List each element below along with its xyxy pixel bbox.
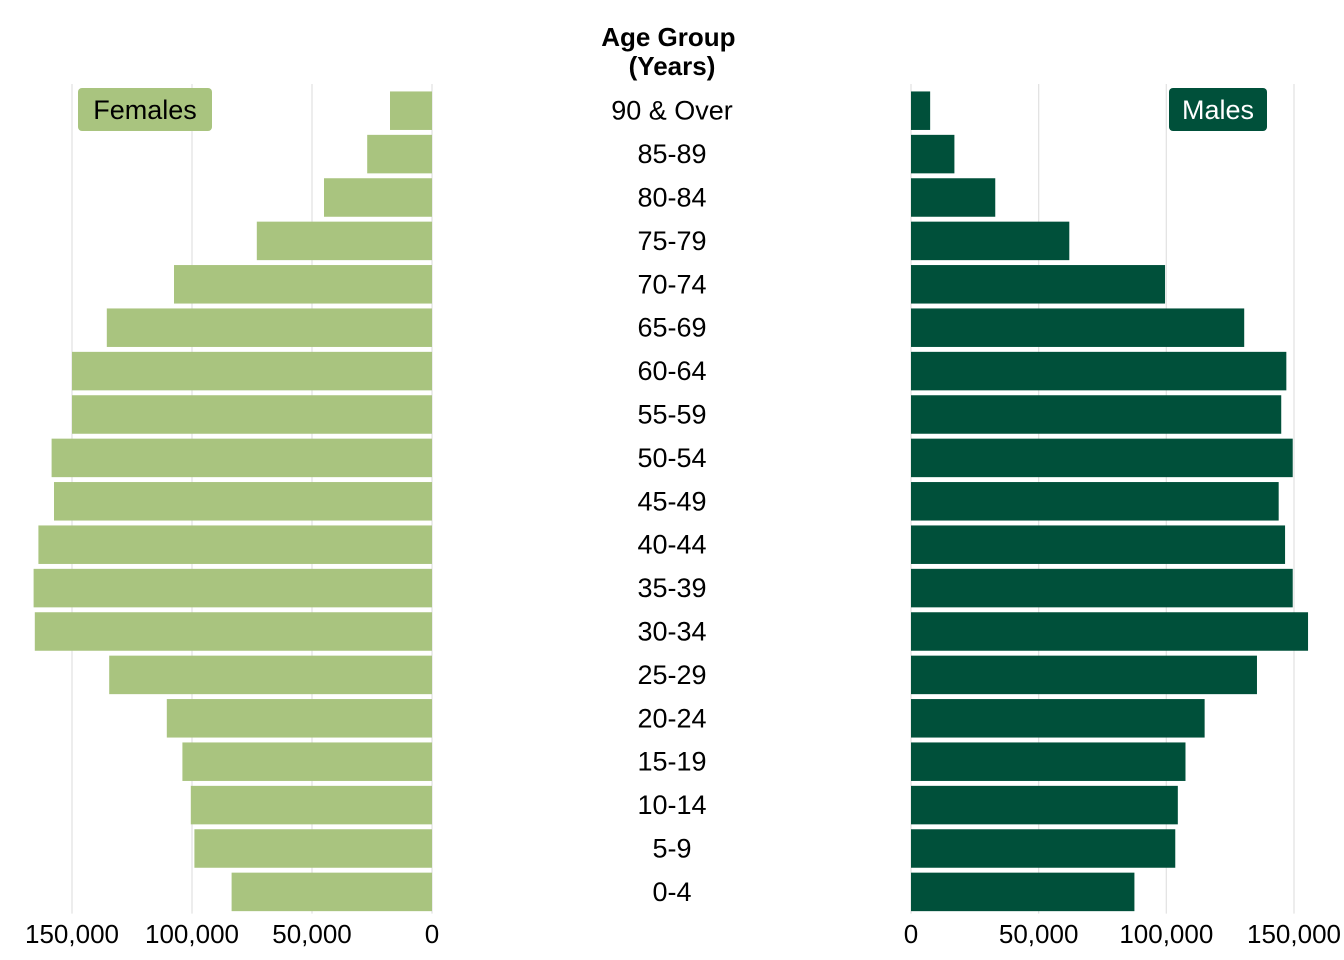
tick-label-left-150000: 150,000 [25, 919, 119, 949]
bar-males-75-79 [911, 221, 1070, 261]
bar-males-5-9 [911, 829, 1176, 868]
bar-females-55-59 [72, 395, 432, 434]
age-group-label-30-34: 30-34 [637, 617, 706, 647]
bar-females-25-29 [109, 655, 432, 695]
bar-females-10-14 [190, 785, 432, 825]
bar-females-60-64 [72, 351, 432, 391]
legend-females: Females [78, 88, 212, 131]
age-group-label-40-44: 40-44 [637, 530, 706, 560]
bar-males-0-4 [911, 872, 1135, 912]
bar-males-15-19 [911, 742, 1186, 781]
age-group-label-10-14: 10-14 [637, 790, 706, 820]
age-group-label-65-69: 65-69 [637, 313, 706, 343]
tick-label-right-150000: 150,000 [1247, 919, 1341, 949]
bar-males-45-49 [911, 482, 1279, 521]
age-group-label-35-39: 35-39 [637, 573, 706, 603]
bar-females-80-84 [324, 178, 432, 217]
center-axis-title-line-1: Age Group [601, 22, 735, 52]
bar-males-60-64 [911, 351, 1287, 391]
legend-swatch-males [1169, 88, 1267, 131]
age-group-label-25-29: 25-29 [637, 660, 706, 690]
bar-females-85-89 [367, 134, 432, 174]
bar-females-70-74 [174, 265, 432, 304]
x-axis-tick-labels: 0 0 50,000 50,000 100,000 100,000 150,000 150,0… [25, 919, 1341, 949]
age-group-label-80-84: 80-84 [637, 183, 706, 213]
bar-males-50-54 [911, 438, 1293, 478]
bar-females-50-54 [51, 438, 432, 478]
tick-label-left-100000: 100,000 [145, 919, 239, 949]
bar-males-20-24 [911, 699, 1205, 738]
age-group-label-5-9: 5-9 [652, 834, 691, 864]
bar-females-35-39 [33, 568, 432, 608]
center-axis-title: Age Group (Years) [601, 22, 743, 81]
legend-label-males: Males [1182, 95, 1254, 125]
center-axis-title-line-2: (Years) [629, 51, 716, 81]
bar-females-0-4 [231, 872, 432, 912]
legend-males: Males [1169, 88, 1267, 131]
age-group-label-75-79: 75-79 [637, 226, 706, 256]
age-group-label-85-89: 85-89 [637, 139, 706, 169]
age-group-label-50-54: 50-54 [637, 443, 706, 473]
bar-females-20-24 [166, 699, 433, 738]
bar-males-25-29 [911, 655, 1257, 695]
bar-males-40-44 [911, 525, 1286, 564]
bar-males-65-69 [911, 308, 1245, 347]
bar-females-45-49 [54, 482, 432, 521]
bar-females-5-9 [194, 829, 432, 868]
tick-label-right-0: 0 [904, 919, 918, 949]
bar-females-90-and-over [390, 91, 432, 130]
bar-females-40-44 [38, 525, 433, 564]
age-group-labels: 90 & Over 85-89 80-84 75-79 70-74 65-69 60-64 5… [611, 96, 733, 907]
bar-males-30-34 [911, 612, 1309, 651]
bar-males-85-89 [911, 134, 955, 174]
bar-females-75-79 [256, 221, 432, 261]
tick-label-left-0: 0 [425, 919, 439, 949]
bar-females-30-34 [34, 612, 433, 651]
bar-males-70-74 [911, 265, 1166, 304]
bar-males-90-and-over [911, 91, 931, 130]
age-group-label-15-19: 15-19 [637, 747, 706, 777]
tick-label-right-50000: 50,000 [999, 919, 1079, 949]
age-group-label-0-4: 0-4 [652, 877, 691, 907]
tick-label-left-50000: 50,000 [272, 919, 352, 949]
legend-label-females: Females [93, 95, 197, 125]
bar-males-35-39 [911, 568, 1293, 608]
age-group-label-55-59: 55-59 [637, 400, 706, 430]
tick-label-right-100000: 100,000 [1119, 919, 1213, 949]
series-legends: Females Males [78, 88, 1267, 131]
bar-females-65-69 [106, 308, 433, 347]
age-group-label-60-64: 60-64 [637, 356, 706, 386]
bar-males-55-59 [911, 395, 1282, 434]
bar-males-80-84 [911, 178, 996, 217]
bar-females-15-19 [182, 742, 432, 781]
age-group-label-70-74: 70-74 [637, 269, 706, 299]
bars [33, 91, 1309, 912]
legend-swatch-females [78, 88, 212, 131]
age-group-label-20-24: 20-24 [637, 703, 706, 733]
age-group-label-90-and-over: 90 & Over [611, 96, 733, 126]
bar-males-10-14 [911, 785, 1178, 825]
age-group-label-45-49: 45-49 [637, 486, 706, 516]
